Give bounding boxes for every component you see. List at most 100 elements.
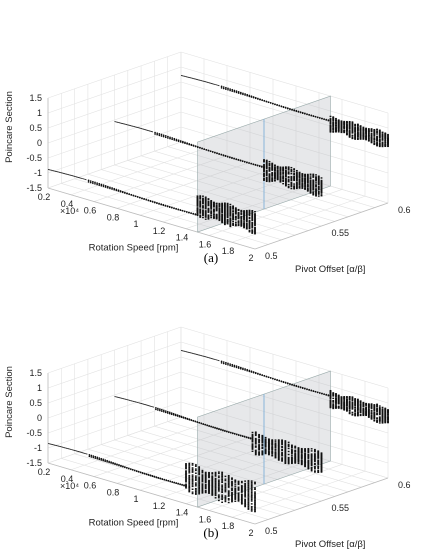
poincare-point	[177, 140, 180, 143]
poincare-point	[243, 211, 245, 214]
poincare-point	[351, 405, 354, 408]
trajectory-segment	[60, 172, 64, 174]
poincare-point	[335, 126, 337, 129]
poincare-point	[329, 120, 332, 122]
poincare-point	[173, 137, 176, 140]
poincare-point	[191, 464, 194, 466]
poincare-point	[188, 474, 191, 477]
poincare-point	[254, 230, 256, 233]
poincare-point	[346, 398, 348, 401]
poincare-point	[244, 480, 247, 482]
poincare-point	[171, 138, 174, 141]
poincare-point	[376, 144, 378, 146]
poincare-point	[300, 451, 303, 454]
poincare-point	[310, 462, 313, 465]
poincare-point	[373, 132, 376, 135]
poincare-point	[185, 475, 187, 477]
poincare-point	[199, 203, 202, 205]
poincare-point	[258, 453, 260, 455]
poincare-point	[359, 400, 362, 402]
poincare-point	[261, 450, 264, 452]
poincare-point	[271, 444, 274, 446]
poincare-point	[277, 457, 280, 459]
poincare-point	[332, 407, 335, 410]
poincare-point	[233, 157, 235, 160]
poincare-point	[177, 482, 179, 485]
poincare-point	[306, 181, 309, 184]
poincare-point	[320, 460, 323, 462]
poincare-point	[332, 392, 335, 395]
poincare-point	[169, 136, 171, 139]
poincare-point	[258, 446, 260, 448]
poincare-point	[290, 168, 293, 171]
trajectory-segment	[125, 123, 128, 126]
poincare-point	[284, 440, 287, 442]
poincare-point	[295, 169, 298, 172]
poincare-point	[244, 369, 246, 371]
poincare-point	[306, 189, 309, 191]
poincare-point	[271, 443, 274, 445]
poincare-point	[370, 415, 373, 417]
poincare-point	[381, 413, 384, 416]
poincare-point	[191, 474, 194, 476]
poincare-point	[250, 493, 253, 495]
poincare-point	[221, 218, 224, 220]
poincare-point	[381, 142, 384, 145]
poincare-point	[304, 452, 306, 454]
poincare-point	[348, 126, 351, 128]
poincare-point	[265, 172, 268, 175]
poincare-point	[284, 443, 287, 445]
poincare-point	[329, 127, 332, 129]
poincare-point	[199, 215, 202, 217]
poincare-point	[376, 407, 378, 410]
poincare-point	[284, 442, 287, 444]
poincare-point	[158, 133, 161, 135]
poincare-point	[204, 203, 207, 206]
poincare-point	[215, 207, 218, 209]
poincare-point	[314, 462, 316, 465]
gridline	[180, 126, 389, 189]
poincare-point	[321, 392, 323, 395]
poincare-point	[188, 470, 191, 473]
poincare-point	[218, 204, 221, 206]
poincare-point	[294, 456, 297, 459]
poincare-point	[251, 232, 254, 234]
poincare-point	[329, 129, 332, 132]
poincare-point	[304, 177, 306, 179]
poincare-point	[354, 137, 357, 140]
poincare-point	[348, 406, 351, 408]
poincare-point	[351, 408, 354, 410]
poincare-point	[215, 213, 218, 216]
poincare-point	[351, 130, 354, 133]
poincare-point	[312, 193, 315, 195]
poincare-point	[153, 475, 156, 478]
poincare-point	[157, 409, 159, 411]
poincare-point	[277, 451, 280, 454]
poincare-point	[96, 456, 99, 459]
poincare-point	[356, 398, 359, 401]
poincare-point	[251, 213, 254, 215]
poincare-point	[378, 132, 381, 134]
poincare-point	[251, 211, 254, 213]
poincare-point	[297, 451, 300, 453]
poincare-point	[179, 209, 182, 211]
poincare-point	[265, 178, 268, 181]
poincare-point	[315, 174, 317, 176]
poincare-point	[199, 205, 202, 207]
poincare-point	[247, 507, 250, 509]
poincare-point	[151, 475, 154, 477]
poincare-point	[279, 175, 282, 178]
poincare-point	[207, 216, 210, 218]
poincare-point	[274, 456, 277, 458]
series-2	[180, 74, 389, 148]
trajectory-segment	[206, 356, 209, 359]
poincare-point	[287, 445, 290, 448]
poincare-point	[208, 471, 210, 474]
poincare-point	[274, 452, 277, 454]
poincare-point	[295, 176, 298, 179]
poincare-point	[240, 501, 243, 503]
poincare-point	[214, 487, 217, 489]
poincare-point	[295, 181, 298, 184]
poincare-point	[231, 365, 234, 367]
poincare-point	[312, 115, 315, 117]
